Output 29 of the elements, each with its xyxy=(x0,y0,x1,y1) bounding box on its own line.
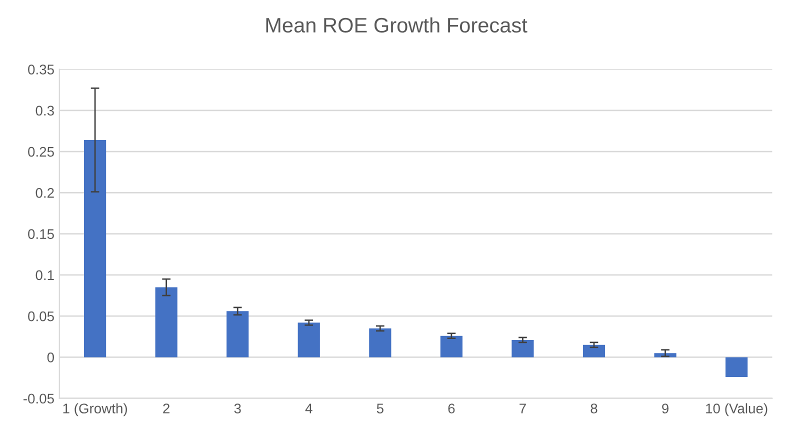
y-tick-label: 0.35 xyxy=(28,64,54,74)
y-tick-label: 0.1 xyxy=(36,270,54,280)
bar xyxy=(155,287,178,358)
bar xyxy=(726,357,748,377)
y-tick-label: 0.2 xyxy=(36,188,54,198)
bar xyxy=(84,140,106,358)
x-tick-label: 3 xyxy=(234,404,241,414)
bar xyxy=(298,322,320,358)
x-tick-label: 6 xyxy=(448,404,455,414)
x-tick-label: 7 xyxy=(520,404,526,414)
bar xyxy=(582,344,606,358)
y-tick-label: 0.15 xyxy=(28,229,54,239)
x-tick-label: 8 xyxy=(590,404,598,414)
x-tick-label: 4 xyxy=(305,404,312,414)
x-tick-label: 10 (Value) xyxy=(706,403,768,416)
bar xyxy=(226,311,249,358)
x-tick-label: 9 xyxy=(662,404,668,414)
bar xyxy=(440,336,462,358)
x-tick-label: 1 (Growth) xyxy=(63,403,127,416)
x-tick-label: 5 xyxy=(376,404,384,414)
y-tick-label: -0.05 xyxy=(24,394,54,404)
y-tick-label: 0.25 xyxy=(28,146,54,157)
x-tick-label: 2 xyxy=(163,404,170,414)
y-tick-label: 0 xyxy=(47,352,54,362)
y-tick-label: 0.05 xyxy=(28,311,54,322)
chart-title: Mean ROE Growth Forecast xyxy=(266,17,528,33)
y-tick-label: 0.3 xyxy=(36,106,54,116)
bar xyxy=(369,328,392,358)
bar xyxy=(512,340,534,358)
